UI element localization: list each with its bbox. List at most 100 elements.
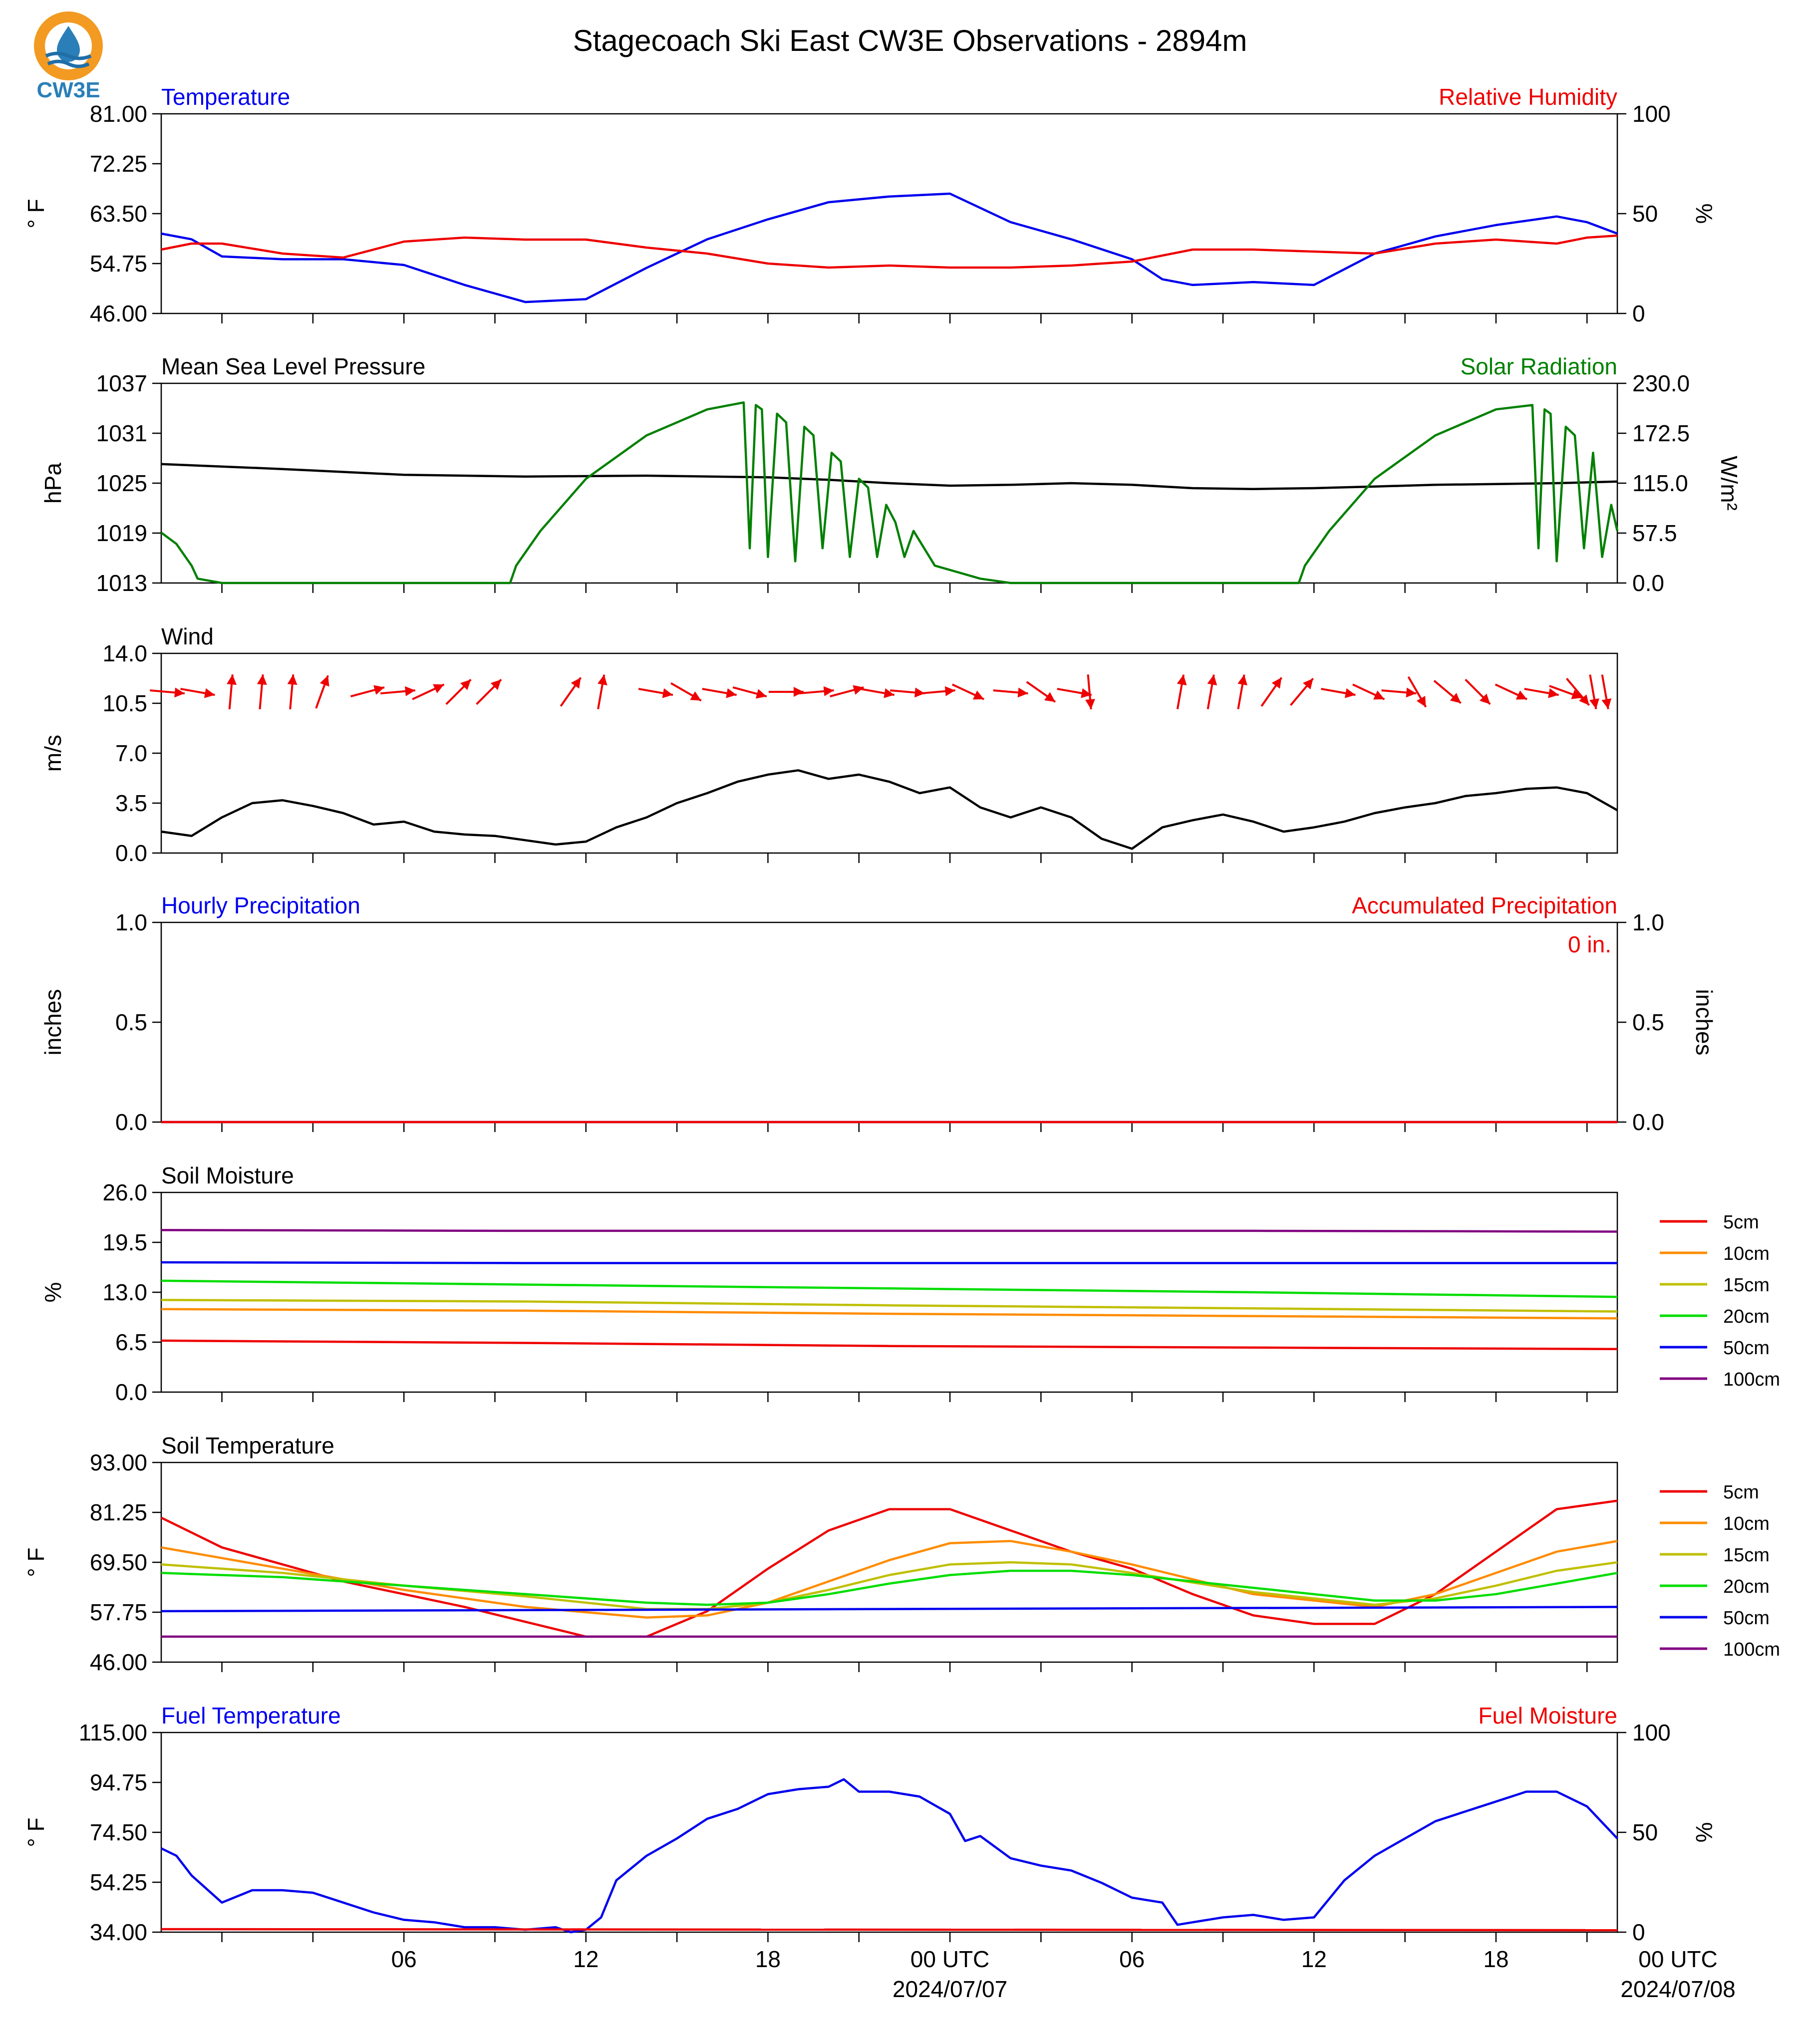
y-tick-label: 81.00 xyxy=(90,101,147,127)
x-date-label: 2024/07/07 xyxy=(893,1976,1007,2002)
y-axis-label: ° F xyxy=(23,199,49,228)
wind-arrow xyxy=(476,678,502,705)
y-tick-label: 13.0 xyxy=(102,1279,147,1305)
series-line-15cm xyxy=(161,1299,1618,1313)
series-line-wind xyxy=(161,769,1618,850)
legend-label: 15cm xyxy=(1723,1545,1770,1566)
series-line-fuel-temperature xyxy=(161,1778,1618,1934)
legend-label: 15cm xyxy=(1723,1275,1770,1296)
series-line-100cm xyxy=(161,1229,1618,1233)
y-tick-label: 1031 xyxy=(96,420,147,446)
y-tick-label: 19.5 xyxy=(102,1229,147,1255)
y-tick-label: 74.50 xyxy=(90,1819,147,1845)
y-tick-label: 1037 xyxy=(96,370,147,396)
wind-arrow-head xyxy=(884,688,895,698)
y2-tick-label: 0.0 xyxy=(1632,1109,1664,1135)
y2-tick-label: 0.0 xyxy=(1632,570,1664,596)
wind-arrow-head xyxy=(972,690,984,700)
x-tick-label: 18 xyxy=(755,1946,781,1972)
wind-arrow xyxy=(597,674,607,709)
y2-tick-label: 1.0 xyxy=(1632,909,1664,935)
y-tick-label: 0.5 xyxy=(115,1009,147,1035)
wind-arrow xyxy=(180,688,215,698)
logo-ring xyxy=(34,11,103,80)
y2-tick-label: 0.5 xyxy=(1632,1009,1664,1035)
logo-wave-2 xyxy=(47,59,90,68)
wind-arrow xyxy=(1495,683,1527,700)
wind-arrow-head xyxy=(1589,698,1599,709)
wind-arrow xyxy=(445,678,472,705)
y-tick-label: 72.25 xyxy=(90,151,147,177)
wind-arrow xyxy=(799,686,834,696)
wind-arrow xyxy=(670,682,702,702)
y-tick-label: 46.00 xyxy=(90,1649,147,1675)
panel-frame xyxy=(160,1732,1618,1933)
y-axis-label: ° F xyxy=(23,1817,49,1847)
wind-arrow xyxy=(1565,678,1590,706)
wind-arrow-head xyxy=(1017,687,1028,698)
wind-arrow-head xyxy=(1044,692,1056,702)
series-line-20cm xyxy=(161,1569,1618,1606)
wind-arrow-head xyxy=(1516,690,1527,700)
wind-arrow-head xyxy=(1578,694,1589,705)
x-tick-label: 00 UTC xyxy=(1638,1946,1717,1972)
x-tick-label: 00 UTC xyxy=(910,1946,989,1972)
wind-arrow-head xyxy=(853,685,864,695)
wind-arrow-head xyxy=(1601,698,1612,709)
wind-arrow xyxy=(1176,674,1187,709)
legend-label: 20cm xyxy=(1723,1576,1770,1597)
y-tick-label: 46.00 xyxy=(90,300,147,326)
wind-arrow xyxy=(732,686,767,699)
series-line-10cm xyxy=(161,1308,1618,1320)
figure-title: Stagecoach Ski East CW3E Observations - … xyxy=(573,24,1247,57)
panel-precip: 0.0 0.5 1.0 inches 0.0 0.5 1.0 inches Hourly Pre… xyxy=(40,892,1717,1135)
panel-wind: 0.0 3.5 7.0 10.5 14.0 m/s Wind xyxy=(40,623,1618,866)
wind-arrow-head xyxy=(1571,689,1582,699)
wind-arrow xyxy=(1433,680,1462,704)
x-axis-labels: 06 12 18 00 UTC 2024/07/07 06 12 18 00 UTC 2024/0… xyxy=(391,1946,1736,2002)
wind-arrow xyxy=(1289,678,1314,706)
y2-axis-label: % xyxy=(1691,204,1717,224)
wind-arrow xyxy=(638,688,673,698)
wind-arrow xyxy=(993,687,1028,698)
y-tick-label: 57.75 xyxy=(90,1599,147,1625)
legend-label: 5cm xyxy=(1723,1212,1759,1233)
series-line-relative-humidity xyxy=(161,234,1618,269)
wind-arrow xyxy=(1407,676,1427,708)
y-tick-label: 10.5 xyxy=(102,690,147,716)
y-axis-label: hPa xyxy=(40,463,66,504)
y-tick-label: 1019 xyxy=(96,520,147,546)
wind-arrow-head xyxy=(1302,678,1313,690)
wind-arrow xyxy=(1352,683,1385,700)
x-tick-label: 12 xyxy=(1301,1946,1327,1972)
legend-label: 100cm xyxy=(1723,1369,1780,1390)
wind-arrow xyxy=(380,686,416,696)
wind-arrow xyxy=(227,674,237,710)
wind-arrow xyxy=(1057,688,1092,698)
wind-arrow-head xyxy=(571,677,581,689)
series-line-solar-radiation xyxy=(160,401,1619,584)
cw3e-logo: CW3E xyxy=(34,11,103,102)
y2-tick-label: 50 xyxy=(1632,201,1658,227)
wind-arrow xyxy=(412,683,445,700)
wind-arrow-head xyxy=(1479,693,1491,704)
y2-tick-label: 0 xyxy=(1632,300,1645,326)
wind-arrow-head xyxy=(1450,693,1461,703)
wind-arrow xyxy=(1549,685,1583,699)
wind-arrow xyxy=(1207,674,1217,709)
y-axis-label: ° F xyxy=(23,1547,49,1577)
y-axis-label: m/s xyxy=(40,735,66,772)
y2-tick-label: 50 xyxy=(1632,1819,1658,1845)
wind-arrow-head xyxy=(1271,677,1282,689)
wind-arrow-head xyxy=(1177,674,1187,686)
wind-arrow-head xyxy=(405,686,415,696)
wind-arrow-head xyxy=(257,674,267,685)
y2-tick-label: 57.5 xyxy=(1632,520,1677,546)
panel-frame xyxy=(160,921,1618,1123)
y2-axis-label: W/m² xyxy=(1716,456,1742,511)
wind-arrow-head xyxy=(1237,674,1247,686)
legend-label: 50cm xyxy=(1723,1608,1770,1629)
wind-arrow-head xyxy=(755,689,767,699)
y-tick-label: 1013 xyxy=(96,570,147,596)
